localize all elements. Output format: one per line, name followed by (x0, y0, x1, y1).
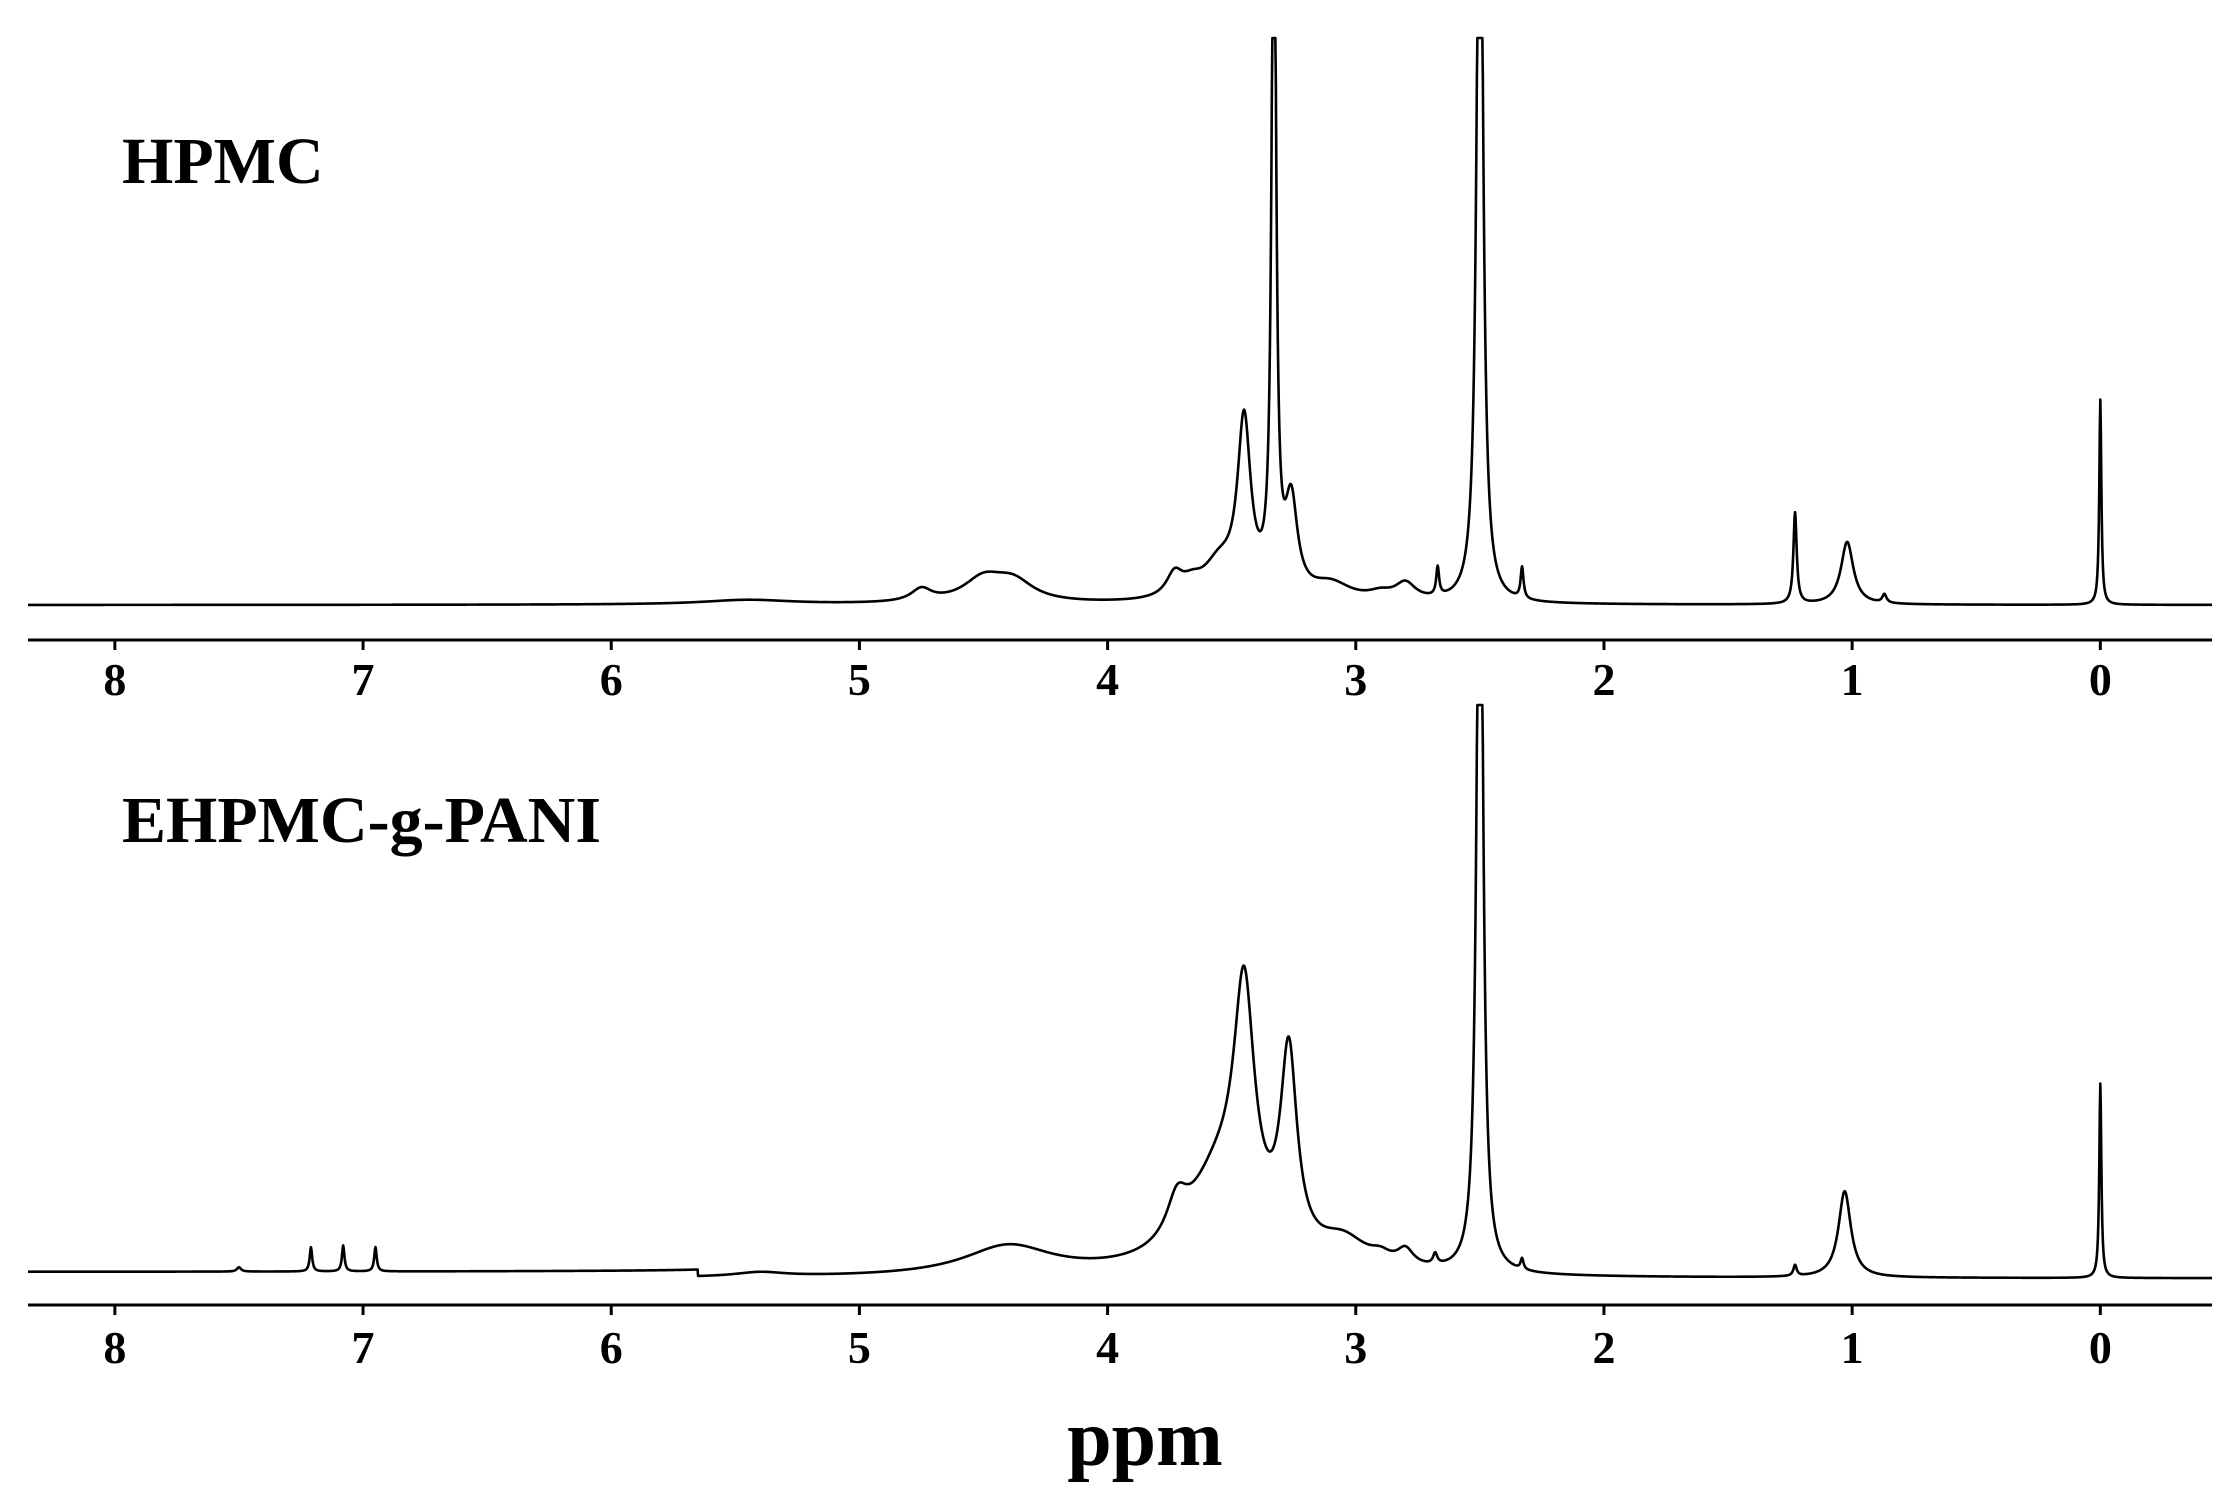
spectrum-line-hpmc (27, 36, 2213, 607)
x-tick-label: 0 (2089, 654, 2112, 705)
x-axis-ticks-top: 8 7 6 5 4 3 2 1 0 (103, 640, 2112, 705)
panel-ehpmc-g-pani: EHPMC-g-PANI 8 7 6 5 4 3 2 1 0 (27, 703, 2213, 1373)
x-axis-ticks-bottom: 8 7 6 5 4 3 2 1 0 (103, 1305, 2112, 1373)
panel-title-ehpmc-g-pani: EHPMC-g-PANI (122, 784, 601, 857)
x-tick-label: 8 (103, 1322, 126, 1373)
panel-title-hpmc: HPMC (122, 125, 324, 198)
x-tick-label: 4 (1096, 1322, 1119, 1373)
x-tick-label: 0 (2089, 1322, 2112, 1373)
panel-hpmc: HPMC 8 7 6 5 4 3 2 1 0 (27, 36, 2213, 705)
x-tick-label: 4 (1096, 654, 1119, 705)
x-axis-title: ppm (1067, 1395, 1223, 1483)
spectrum-line-ehpmc-g-pani (27, 703, 2213, 1280)
x-tick-label: 5 (848, 654, 871, 705)
x-tick-label: 6 (600, 654, 623, 705)
x-tick-label: 3 (1344, 654, 1367, 705)
x-tick-label: 7 (352, 654, 375, 705)
x-tick-label: 2 (1592, 654, 1615, 705)
x-tick-label: 1 (1841, 654, 1864, 705)
x-tick-label: 7 (352, 1322, 375, 1373)
x-tick-label: 2 (1592, 1322, 1615, 1373)
x-tick-label: 6 (600, 1322, 623, 1373)
x-tick-label: 5 (848, 1322, 871, 1373)
x-tick-label: 3 (1344, 1322, 1367, 1373)
x-tick-label: 8 (103, 654, 126, 705)
x-tick-label: 1 (1841, 1322, 1864, 1373)
